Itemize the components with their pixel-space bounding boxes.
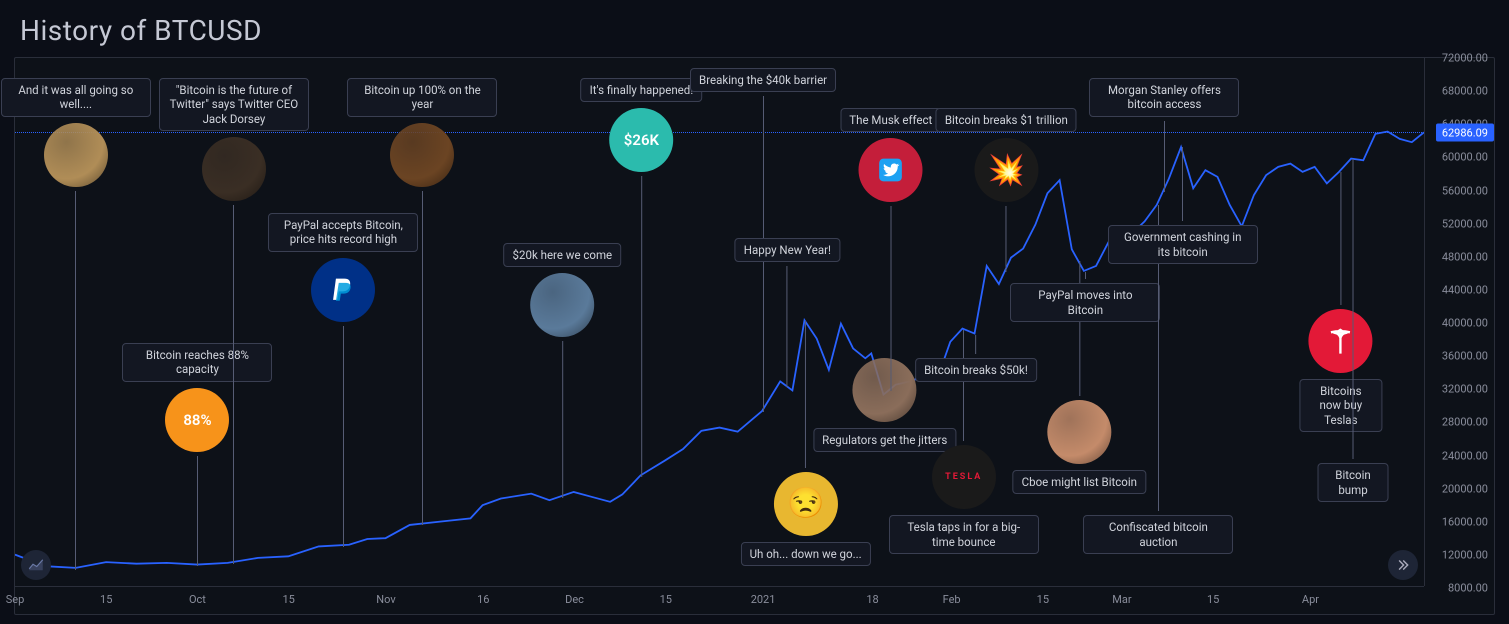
y-axis-label: 12000.00 [1442,548,1488,561]
annotation-label[interactable]: It's finally happened! [581,78,703,102]
x-axis-label: 15 [282,593,294,606]
annotation-label[interactable]: Bitcoin breaks $1 trillion [936,108,1077,132]
y-axis-label: 16000.00 [1442,515,1488,528]
y-axis-label: 20000.00 [1442,482,1488,495]
x-axis-label: 15 [660,593,672,606]
x-axis-label: Mar [1112,593,1131,606]
annotation-label[interactable]: Confiscated bitcoin auction [1083,515,1233,554]
y-axis-label: 28000.00 [1442,416,1488,429]
annotation-label[interactable]: Tesla taps in for a big-time bounce [889,515,1039,554]
x-axis-label: 15 [1037,593,1049,606]
annotation-label[interactable]: Bitcoin up 100% on the year [347,78,497,117]
x-axis-label: 15 [100,593,112,606]
y-axis-label: 44000.00 [1442,283,1488,296]
y-axis-label: 72000.00 [1442,52,1488,65]
x-axis-label: Dec [565,593,584,606]
y-axis-label: 40000.00 [1442,317,1488,330]
y-axis-label: 56000.00 [1442,184,1488,197]
annotation-label[interactable]: Cboe might list Bitcoin [1013,470,1146,494]
annotation-bubble[interactable] [311,258,375,322]
y-axis-label: 52000.00 [1442,217,1488,230]
page-title: History of BTCUSD [0,0,1509,57]
annotation-label[interactable]: $20k here we come [504,243,622,267]
annotation-bubble[interactable]: $26K [609,108,673,172]
x-axis-label: Nov [376,593,395,606]
plot-area[interactable]: And it was all going so well....Bitcoin … [15,58,1424,586]
chart-container: And it was all going so well....Bitcoin … [14,57,1495,615]
x-axis-label: Sep [6,593,25,606]
annotation-bubble[interactable]: 88% [165,388,229,452]
y-axis-label: 36000.00 [1442,350,1488,363]
x-axis-label: Feb [943,593,961,606]
scroll-right-button[interactable] [1388,550,1418,580]
annotation-bubble[interactable]: 😒 [774,472,838,536]
annotation-label[interactable]: Bitcoin breaks $50k! [915,358,1037,382]
x-axis: Sep15Oct15Nov16Dec15202118Feb15Mar15Apr [15,586,1424,614]
annotation-label[interactable]: PayPal moves into Bitcoin [1010,283,1160,322]
y-axis-label: 60000.00 [1442,151,1488,164]
price-level-line [15,132,1424,133]
y-axis-label: 68000.00 [1442,85,1488,98]
x-axis-label: 18 [866,593,878,606]
y-axis-label: 24000.00 [1442,449,1488,462]
x-axis-label: 2021 [751,593,776,606]
annotation-label[interactable]: Breaking the $40k barrier [690,68,836,92]
annotation-label[interactable]: The Musk effect [840,108,941,132]
annotation-bubble[interactable] [530,273,594,337]
annotation-bubble[interactable] [44,123,108,187]
y-axis: 72000.0068000.0064000.0060000.0056000.00… [1424,58,1494,586]
price-badge: 62986.09 [1436,124,1494,141]
annotation-bubble[interactable]: TESLA [932,445,996,509]
y-axis-label: 48000.00 [1442,250,1488,263]
annotation-bubble[interactable]: 💥 [974,138,1038,202]
x-axis-label: Apr [1302,593,1319,606]
annotation-bubble[interactable] [853,358,917,422]
chevron-double-right-icon [1396,558,1410,572]
annotation-label[interactable]: Bitcoins now buy Teslas [1299,379,1382,432]
x-axis-label: 16 [477,593,489,606]
annotation-label[interactable]: "Bitcoin is the future of Twitter" says … [159,78,309,131]
annotation-label[interactable]: Regulators get the jitters [813,428,956,452]
x-axis-label: Oct [189,593,206,606]
annotation-label[interactable]: Happy New Year! [735,238,840,262]
annotation-bubble[interactable] [1047,400,1111,464]
annotation-label[interactable]: Morgan Stanley offers bitcoin access [1089,78,1239,117]
annotation-bubble[interactable] [1309,309,1373,373]
indicator-button[interactable] [21,550,51,580]
annotation-bubble[interactable] [390,123,454,187]
area-chart-icon [27,556,45,574]
annotation-label[interactable]: And it was all going so well.... [1,78,151,117]
annotation-label[interactable]: Bitcoin bump [1318,463,1389,502]
annotation-label[interactable]: Bitcoin reaches 88% capacity [122,343,272,382]
y-axis-label: 32000.00 [1442,383,1488,396]
y-axis-label: 8000.00 [1448,582,1488,595]
annotation-bubble[interactable] [202,137,266,201]
annotation-label[interactable]: Government cashing in its bitcoin [1108,225,1258,264]
annotation-label[interactable]: PayPal accepts Bitcoin, price hits recor… [268,213,418,252]
x-axis-label: 15 [1207,593,1219,606]
annotation-label[interactable]: Uh oh... down we go... [741,542,871,566]
